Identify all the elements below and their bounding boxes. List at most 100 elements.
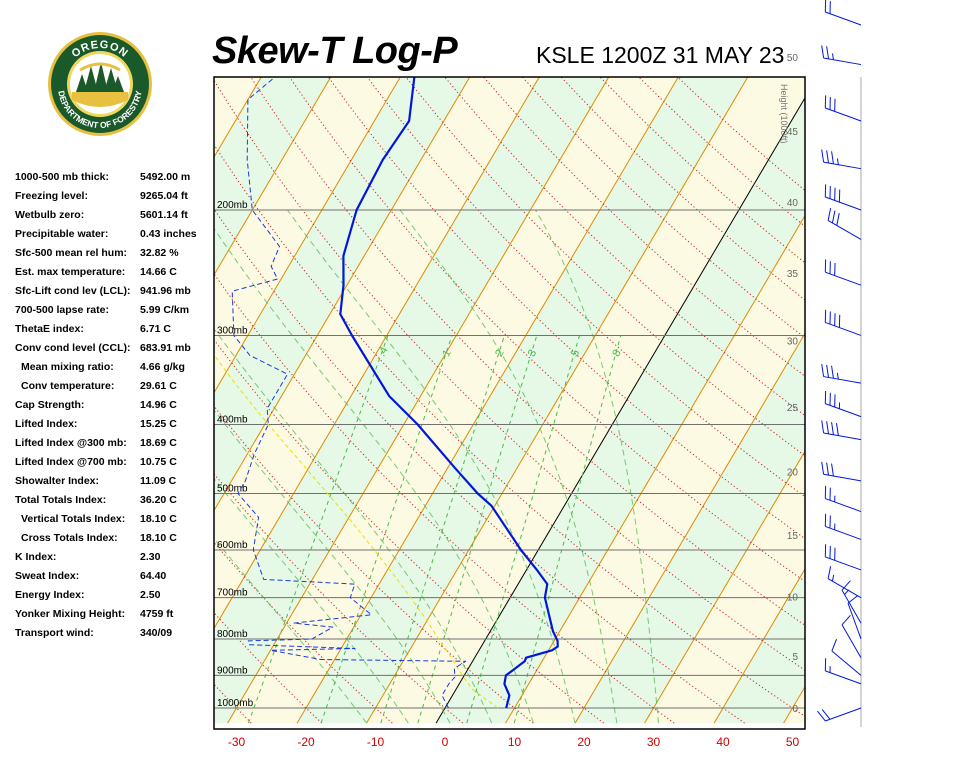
height-tick-label: 40	[787, 198, 799, 209]
index-row: Freezing level: 9265.04 ft	[15, 187, 215, 206]
wind-barb	[841, 580, 862, 624]
index-row: 700-500 lapse rate: 5.99 C/km	[15, 301, 215, 320]
dry-adiabat	[214, 541, 393, 724]
wind-barb	[817, 707, 862, 722]
index-value: 11.09 C	[140, 475, 177, 487]
index-row: Cap Strength: 14.96 C	[15, 396, 215, 415]
x-tick-label: 50	[786, 735, 800, 749]
moist-adiabat	[535, 209, 659, 724]
index-label: K Index:	[15, 551, 57, 563]
wind-barb	[824, 184, 862, 211]
isotherm-band	[0, 0, 240, 723]
index-row: Sfc-Lift cond lev (LCL): 941.96 mb	[15, 282, 215, 301]
index-row: Yonker Mixing Height: 4759 ft	[15, 605, 215, 624]
wind-barb	[824, 0, 862, 26]
wind-barb	[847, 594, 862, 640]
moist-adiabat	[399, 209, 618, 724]
wind-barb	[821, 149, 862, 170]
wind-barb	[824, 95, 862, 122]
dry-adiabat	[482, 77, 805, 377]
index-label: Sfc-Lift cond lev (LCL):	[15, 285, 131, 297]
oregon-forestry-logo: OREGON DEPARTMENT OF FORESTRY	[48, 32, 152, 136]
isotherm-line	[296, 77, 679, 724]
index-value: 29.61 C	[140, 380, 177, 392]
dry-adiabat	[214, 405, 534, 724]
mixing-ratio-line	[380, 335, 505, 724]
index-row: Wetbulb zero: 5601.14 ft	[15, 206, 215, 225]
index-label: 1000-500 mb thick:	[15, 171, 109, 183]
isotherm-line	[783, 685, 805, 724]
isotherm-band	[227, 77, 679, 724]
index-label: 700-500 lapse rate:	[15, 304, 109, 316]
index-value: 0.43 inches	[140, 228, 197, 240]
index-label: Lifted Index @300 mb:	[15, 437, 127, 449]
dry-adiabat	[214, 208, 745, 724]
moist-adiabat	[286, 209, 576, 724]
index-value: 4.66 g/kg	[140, 361, 185, 373]
isobar-label: 700mb	[217, 588, 248, 599]
x-tick-label: -20	[297, 735, 315, 749]
index-value: 5.99 C/km	[140, 304, 190, 316]
x-tick-label: 20	[577, 735, 591, 749]
x-tick-label: 40	[716, 735, 730, 749]
isotherm-band	[0, 0, 170, 723]
x-tick-label: 30	[647, 735, 661, 749]
index-label: Total Totals Index:	[15, 494, 107, 506]
mixing-ratio-line	[466, 335, 580, 724]
index-label: Sweat Index:	[15, 570, 80, 582]
x-tick-label: 10	[508, 735, 522, 749]
index-row: Total Totals Index: 36.20 C	[15, 491, 215, 510]
index-row: Energy Index: 2.50	[15, 586, 215, 605]
dewpoint-line	[231, 77, 467, 709]
moist-adiabat	[214, 409, 451, 724]
isotherm-line	[0, 0, 101, 723]
index-value: 36.20 C	[140, 494, 177, 506]
wind-barb	[824, 544, 862, 571]
index-row: Sweat Index: 64.40	[15, 567, 215, 586]
index-label: Energy Index:	[15, 589, 85, 601]
index-label: Est. max temperature:	[15, 266, 126, 278]
index-value: 18.10 C	[140, 513, 177, 525]
index-value: 2.50	[140, 589, 161, 601]
index-row: K Index: 2.30	[15, 548, 215, 567]
index-row: Est. max temperature: 14.66 C	[15, 263, 215, 282]
isotherm-band	[366, 77, 805, 724]
index-row: Vertical Totals Index: 18.10 C	[15, 510, 215, 529]
isotherm-line	[214, 77, 471, 512]
index-value: 14.66 C	[140, 266, 177, 278]
stability-indices-list: 1000-500 mb thick: 5492.00 m Freezing leve…	[15, 168, 215, 643]
index-row: 1000-500 mb thick: 5492.00 m	[15, 168, 215, 187]
height-tick-label: 45	[787, 127, 799, 138]
wind-barb	[831, 639, 862, 676]
isotherm-line	[214, 77, 401, 394]
wind-barb	[821, 420, 862, 441]
wind-barb	[824, 658, 862, 685]
index-label: Vertical Totals Index:	[21, 513, 126, 525]
index-row: Conv temperature: 29.61 C	[15, 377, 215, 396]
height-tick-label: 50	[787, 53, 799, 64]
chart-title: Skew-T Log-P	[212, 30, 458, 72]
isotherm-line	[505, 214, 805, 724]
isobar-label: 900mb	[217, 665, 248, 676]
index-label: Sfc-500 mean rel hum:	[15, 247, 128, 259]
index-label: Lifted Index:	[15, 418, 78, 430]
index-row: ThetaE index: 6.71 C	[15, 320, 215, 339]
index-label: Precipitable water:	[15, 228, 109, 240]
dry-adiabat	[288, 77, 805, 583]
height-tick-label: 15	[787, 531, 799, 542]
isotherm-line	[366, 77, 749, 724]
index-value: 15.25 C	[140, 418, 177, 430]
wind-barb	[824, 259, 862, 286]
mixing-ratio-label: 3	[526, 348, 539, 359]
mixing-ratio-label: 8	[610, 348, 623, 359]
index-label: Freezing level:	[15, 190, 88, 202]
x-tick-label: -10	[367, 735, 385, 749]
index-row: Precipitable water: 0.43 inches	[15, 225, 215, 244]
index-label: Conv temperature:	[21, 380, 115, 392]
index-label: Transport wind:	[15, 627, 94, 639]
height-tick-label: 5	[792, 652, 798, 663]
index-value: 64.40	[140, 570, 167, 582]
index-value: 10.75 C	[140, 456, 177, 468]
mixing-ratio-line	[417, 335, 538, 724]
